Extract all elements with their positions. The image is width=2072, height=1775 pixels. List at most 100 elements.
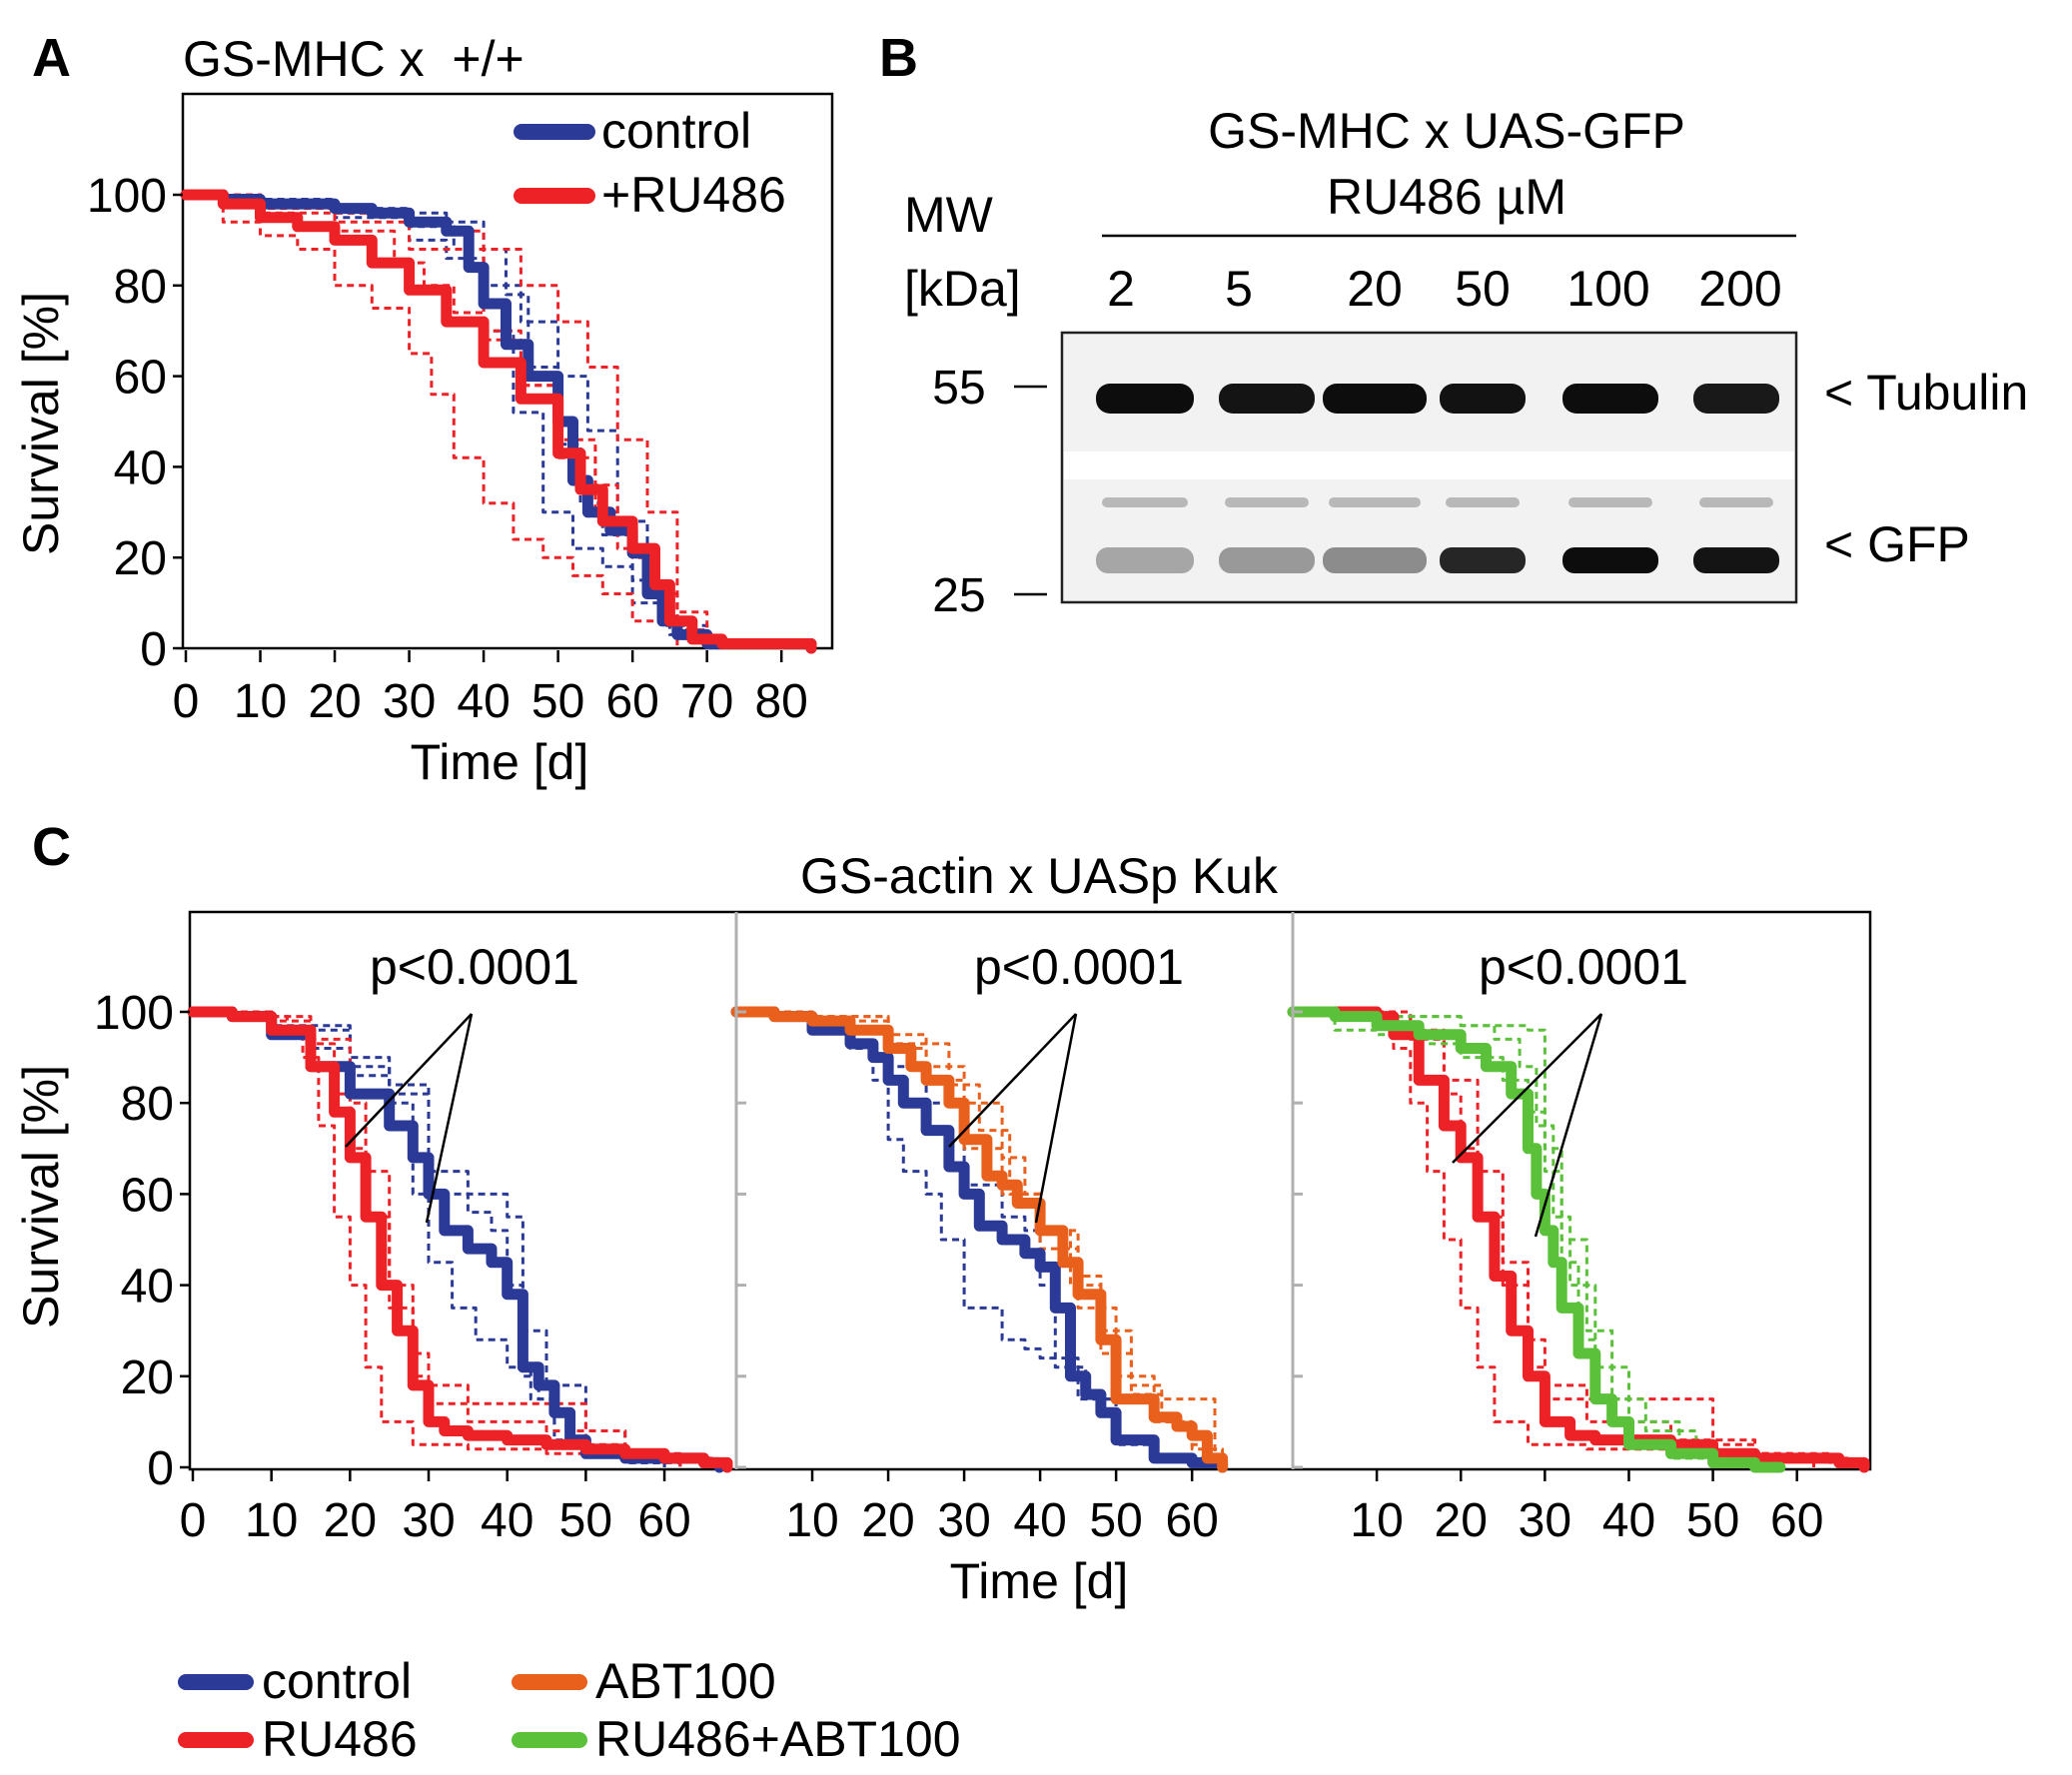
panel-c-ylabel: Survival [%] <box>13 1065 69 1329</box>
gfp-upper-band <box>1329 497 1421 507</box>
mean-curve-ru486 <box>180 189 817 654</box>
replicate-curve-control-replicate-1 <box>186 193 709 648</box>
panel-c-xlabel: Time [d] <box>950 1553 1129 1609</box>
x-tick-label: 30 <box>937 1494 990 1547</box>
legend-label-control: control <box>262 1653 412 1709</box>
tubulin-band <box>1219 384 1315 414</box>
panel-a-letter: A <box>32 28 71 88</box>
kda-label: [kDa] <box>904 261 1021 317</box>
blot-bands <box>1096 384 1779 573</box>
panel-b: B GS-MHC x UAS-GFP RU486 µM MW [kDa] 2 5… <box>879 28 2028 622</box>
x-tick-label: 60 <box>605 675 658 728</box>
panel-a-axes: 0 20 40 60 80 100 0 10 20 30 40 50 60 70 80 <box>87 170 808 728</box>
x-tick-label: 10 <box>785 1494 838 1547</box>
x-tick-label: 20 <box>308 675 361 728</box>
lane-label: 50 <box>1455 261 1511 317</box>
legend-label-ru486-abt100: RU486+ABT100 <box>595 1711 961 1767</box>
gfp-upper-band <box>1699 497 1773 507</box>
x-tick-label: 50 <box>531 675 584 728</box>
y-tick-label: 60 <box>121 1169 174 1222</box>
x-tick-label: 40 <box>1013 1494 1066 1547</box>
panel-a-curves <box>180 189 817 654</box>
panel-c-frame <box>188 910 1872 1471</box>
gfp-upper-band <box>1446 497 1520 507</box>
legend-label-ru486: RU486 <box>262 1711 418 1767</box>
mw-label: MW <box>904 187 994 243</box>
legend-label-abt100: ABT100 <box>595 1653 776 1709</box>
tubulin-band <box>1323 384 1427 414</box>
panel-c: C GS-actin x UASp Kuk 0 20 40 60 80 100 0 10 20 3… <box>13 817 1872 1767</box>
lane-label: 200 <box>1698 261 1781 317</box>
replicate-curve-ru486-replicate-3 <box>186 193 709 648</box>
y-tick-label: 40 <box>121 1261 174 1314</box>
x-tick-label: 20 <box>861 1494 914 1547</box>
gfp-upper-band <box>1568 497 1652 507</box>
gfp-upper-band <box>1225 497 1309 507</box>
pvalue-pointer <box>345 1013 473 1148</box>
pvalue-pointer <box>1034 1013 1078 1224</box>
x-tick-label: 0 <box>173 675 200 728</box>
panel-a-frame <box>181 92 834 650</box>
mean-curve-abt100 <box>730 1006 1229 1473</box>
x-tick-label: 10 <box>245 1494 298 1547</box>
panel-a-legend: control +RU486 <box>514 103 786 223</box>
panel-a-ylabel: Survival [%] <box>13 292 69 555</box>
x-tick-label: 50 <box>1089 1494 1142 1547</box>
replicate-curve-ru486-replicate-2 <box>193 1010 713 1467</box>
x-tick-label: 60 <box>637 1494 690 1547</box>
tubulin-band-label: < Tubulin <box>1824 365 2028 421</box>
lane-label: 5 <box>1225 261 1253 317</box>
replicate-curve-control-replicate-2 <box>193 1010 682 1467</box>
legend-label-control: control <box>601 103 751 159</box>
panel-c-letter: C <box>32 817 71 877</box>
x-tick-label: 50 <box>1686 1494 1739 1547</box>
blot-image <box>1060 331 1798 604</box>
pvalue-label-1: p<0.0001 <box>370 939 579 995</box>
tubulin-band <box>1440 384 1526 414</box>
panel-c-sub3-curves <box>1287 1006 1870 1473</box>
x-tick-label: 20 <box>1435 1494 1488 1547</box>
x-tick-label: 60 <box>1770 1494 1823 1547</box>
marker-55: 55 <box>932 362 985 415</box>
gfp-band <box>1440 547 1526 573</box>
replicate-curve-ru486-replicate-1 <box>193 1010 705 1467</box>
blot-separator <box>1064 451 1794 479</box>
replicate-curve-ru486-replicate-4 <box>186 193 709 648</box>
pvalue-label-2: p<0.0001 <box>974 939 1184 995</box>
mean-curve-ru486 <box>1287 1006 1870 1473</box>
gfp-band <box>1323 547 1427 573</box>
gfp-band <box>1562 547 1658 573</box>
x-tick-label: 30 <box>402 1494 455 1547</box>
replicate-curve-ru486-replicate-1 <box>186 193 679 648</box>
tubulin-band <box>1693 384 1779 414</box>
x-tick-label: 40 <box>457 675 510 728</box>
panel-c-sub2-curves <box>730 1006 1229 1473</box>
replicate-curve-control-replicate-2 <box>186 193 709 648</box>
panel-a-title: GS-MHC x +/+ <box>183 31 524 87</box>
y-tick-label: 20 <box>121 1351 174 1404</box>
x-tick-label: 20 <box>324 1494 377 1547</box>
mean-curve-control <box>730 1006 1229 1473</box>
pvalue-label-3: p<0.0001 <box>1479 939 1688 995</box>
replicate-curve-control-replicate-3 <box>186 193 709 648</box>
y-tick-label: 40 <box>114 442 167 494</box>
panel-a-xlabel: Time [d] <box>411 734 589 790</box>
replicate-curve-ru486-replicate-3 <box>193 1010 682 1467</box>
pvalue-pointer <box>1534 1013 1603 1238</box>
x-tick-label: 10 <box>234 675 287 728</box>
panel-b-letter: B <box>879 28 918 88</box>
panel-c-sub1-curves <box>187 1006 733 1473</box>
y-tick-label: 100 <box>94 987 174 1040</box>
replicate-curve-ru486-replicate-2 <box>186 193 709 648</box>
mean-curve-ru486-abt100 <box>1287 1006 1786 1473</box>
x-tick-label: 30 <box>1519 1494 1571 1547</box>
x-tick-label: 0 <box>180 1494 207 1547</box>
panel-a: A GS-MHC x +/+ control +RU486 0 20 40 60 80 1… <box>13 28 834 790</box>
replicate-curve-ru486-abt100-replicate-3 <box>1293 1010 1731 1467</box>
y-tick-label: 100 <box>87 170 167 223</box>
panel-c-legend: control RU486 ABT100 RU486+ABT100 <box>178 1653 961 1767</box>
lane-label: 100 <box>1566 261 1649 317</box>
tubulin-band <box>1096 384 1194 414</box>
x-tick-label: 40 <box>481 1494 533 1547</box>
